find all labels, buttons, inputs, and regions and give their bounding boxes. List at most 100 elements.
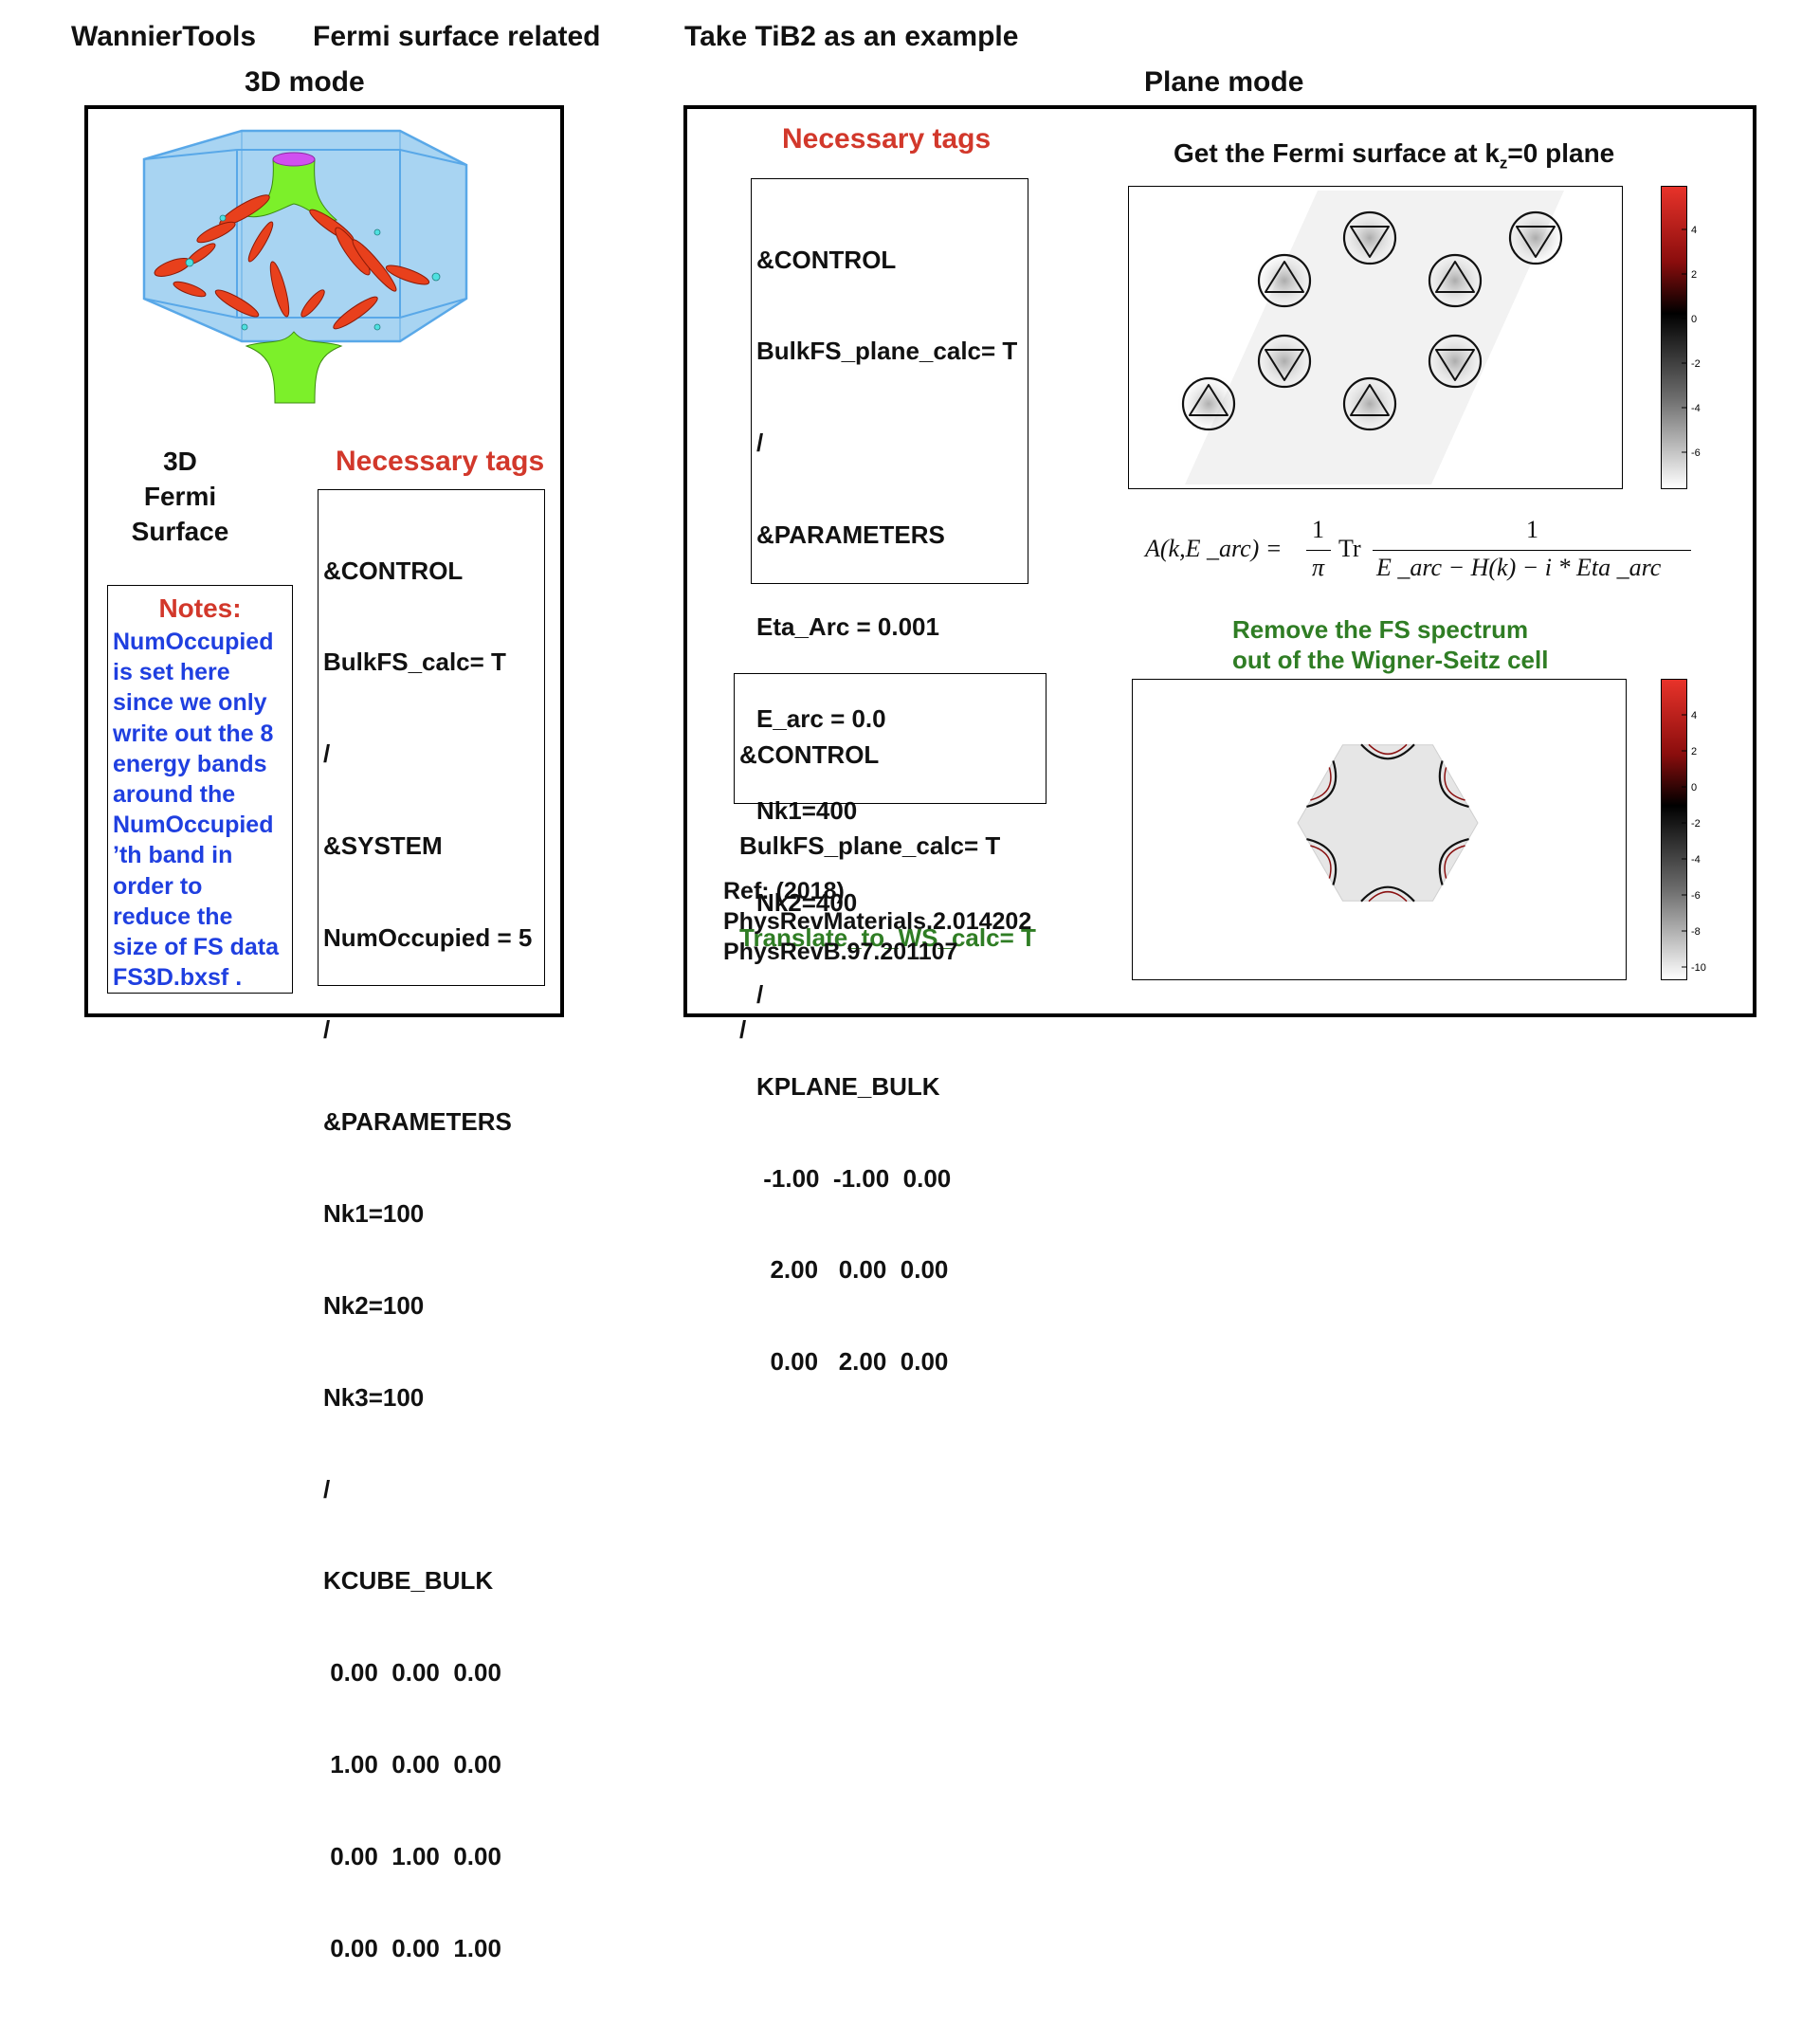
colorbar-2: 4 2 0 -2 -4 -6 -8 -10 [1661, 679, 1706, 980]
red-pockets [154, 194, 430, 330]
tag-line: BulkFS_plane_calc= T [756, 337, 1018, 366]
tag-line: / [739, 1015, 747, 1045]
tag-line-green: Translate_to_WS_calc= T [739, 923, 1036, 953]
note-line: around the [113, 781, 236, 809]
tag-line: 0.00 0.00 1.00 [323, 1933, 501, 1962]
fs-caption-line: Surface [131, 517, 229, 546]
tag-line: / [323, 1474, 331, 1504]
tag-line: Nk1=100 [323, 1198, 425, 1228]
notes-box: Notes: NumOccupied is set here since we … [107, 585, 293, 994]
colorbar-tick-label: 0 [1691, 314, 1697, 325]
colorbar-tick-label: -10 [1691, 962, 1706, 974]
ws-pockets [1306, 743, 1469, 903]
formula-frac2-num: 1 [1526, 516, 1538, 543]
note-line: NumOccupied [113, 812, 274, 839]
ws-pocket-arc [1438, 760, 1469, 808]
right-tags-box: &CONTROL BulkFS_plane_calc= T / &PARAMET… [751, 178, 1028, 1376]
ws-caption: Remove the FS spectrum out of the Wigner… [1232, 614, 1548, 675]
ref-line: PhysRevB.97.201107 [723, 939, 958, 965]
formula-frac2-den: E _arc − H(k) − i * Eta _arc [1376, 554, 1662, 581]
tag-line: &CONTROL [323, 556, 464, 585]
colorbar-tick-label: 2 [1691, 269, 1697, 281]
ws-caption-line: out of the Wigner-Seitz cell [1232, 646, 1549, 674]
note-line: since we only [113, 689, 267, 717]
tag-line: &CONTROL [739, 739, 880, 769]
tag-line: Nk1=400 [756, 795, 858, 825]
app-title: WannierTools [71, 21, 256, 52]
colorbar-tick-label: 0 [1691, 782, 1697, 794]
fs-plane-plot [1128, 186, 1623, 489]
tag-line: KCUBE_BULK [323, 1566, 494, 1596]
colorbar-1: 4 2 0 -2 -4 -6 [1661, 186, 1701, 489]
fs-pocket [1423, 248, 1487, 313]
tag-line: Eta_Arc = 0.001 [756, 612, 939, 642]
colorbar-tick-label: -2 [1691, 818, 1701, 830]
tag-line: &CONTROL [756, 245, 897, 274]
note-line: order to [113, 872, 203, 900]
tag-line: BulkFS_plane_calc= T [739, 831, 1001, 861]
colorbar-tick-label: 4 [1691, 710, 1697, 721]
left-mode-title: 3D mode [245, 66, 365, 98]
note-line: NumOccupied [113, 629, 274, 655]
note-line: reduce the [113, 903, 233, 930]
colorbar-tick-label: 2 [1691, 746, 1697, 757]
ws-plot [1132, 679, 1627, 980]
formula-frac1-den: π [1312, 554, 1325, 581]
fs-pocket [1338, 206, 1402, 270]
tag-line: / [323, 739, 331, 769]
left-tags-box: &CONTROL BulkFS_calc= T / &SYSTEM NumOcc… [318, 489, 545, 1962]
example-title: Take TiB2 as an example [684, 21, 1019, 52]
note-line: size of FS data [113, 934, 280, 961]
tag-line: 2.00 0.00 0.00 [756, 1255, 949, 1285]
fs-pocket [1338, 372, 1402, 436]
note-line: FS3D.bxsf . [113, 964, 243, 992]
fs-pocket [1252, 329, 1317, 393]
plot1-title-sub: z [1499, 154, 1508, 173]
tag-line: NumOccupied = 5 [323, 923, 533, 953]
ref-title: Ref: (2018) [723, 878, 845, 904]
note-line: is set here [113, 659, 230, 686]
tag-line: Nk3=100 [323, 1382, 425, 1412]
topic-title: Fermi surface related [313, 21, 601, 52]
tag-line: 1.00 0.00 0.00 [323, 1750, 501, 1779]
ws-pocket-arc [1306, 838, 1338, 885]
fs-pocket [1503, 206, 1568, 270]
ws-caption-line: Remove the FS spectrum [1232, 615, 1529, 644]
references: Ref: (2018) PhysRevMaterials.2.014202 Ph… [723, 876, 1031, 967]
tag-line: Nk2=400 [756, 887, 858, 917]
tag-line: -1.00 -1.00 0.00 [756, 1163, 952, 1193]
note-line: ’th band in [113, 842, 233, 869]
right-panel [683, 105, 1756, 1017]
bottom-green-pocket [245, 331, 343, 404]
colorbar-tick-label: -2 [1691, 358, 1701, 370]
formula-trace: Tr [1338, 535, 1361, 562]
ws-pocket-arc [1360, 743, 1415, 760]
fs-pockets [1176, 206, 1568, 436]
right-mode-title: Plane mode [1144, 66, 1304, 98]
tag-line: / [756, 429, 764, 458]
plot1-title-pre: Get the Fermi surface at k [1174, 138, 1500, 168]
fs-pocket [1176, 372, 1241, 436]
tag-line: &PARAMETERS [323, 1106, 512, 1136]
tag-line: &PARAMETERS [756, 520, 945, 550]
fs-caption-line: 3D [163, 447, 197, 476]
colorbar-tick-label: -4 [1691, 854, 1701, 866]
ws-tags-box: &CONTROL BulkFS_plane_calc= T Translate_… [734, 673, 1046, 1044]
spectral-formula: A(k,E _arc) = 1 π Tr 1 E _arc − H(k) − i… [1145, 516, 1695, 593]
fs-3d-caption: 3D Fermi Surface [114, 444, 246, 549]
notes-title: Notes: [158, 593, 242, 623]
fs-caption-line: Fermi [143, 482, 217, 511]
fermi-surface-3d [142, 129, 468, 404]
left-panel [84, 105, 564, 1017]
plot1-title: Get the Fermi surface at kz=0 plane [1174, 138, 1614, 173]
tag-line: BulkFS_calc= T [323, 648, 506, 677]
fs-pocket [1423, 329, 1487, 393]
tag-line: E_arc = 0.0 [756, 704, 886, 734]
note-line: write out the 8 [113, 720, 274, 747]
fs-pocket [1252, 248, 1317, 313]
left-tags-title: Necessary tags [336, 446, 545, 477]
tag-line: / [323, 1015, 331, 1045]
plot1-title-post: =0 plane [1507, 138, 1615, 168]
ws-pocket-arc [1360, 885, 1415, 903]
colorbar-tick-label: -4 [1691, 403, 1701, 414]
